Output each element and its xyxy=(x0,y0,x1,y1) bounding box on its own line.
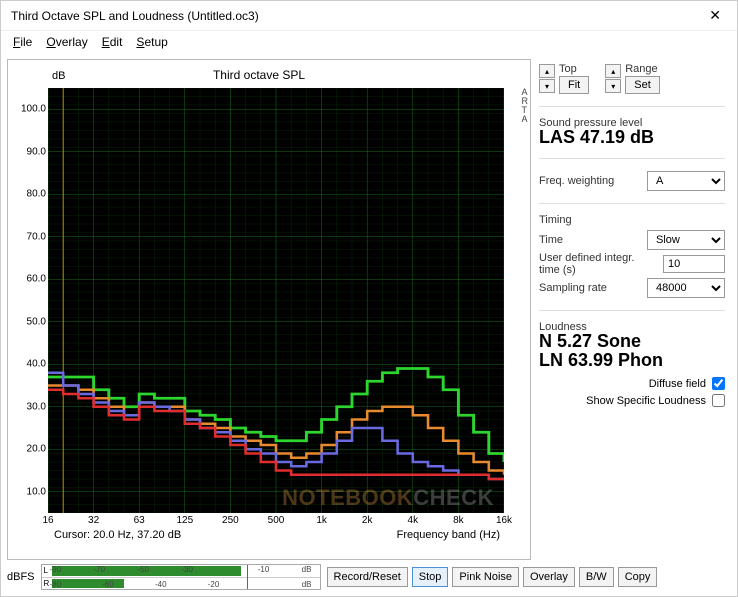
window-title: Third Octave SPL and Loudness (Untitled.… xyxy=(11,9,259,23)
menubar: File Overlay Edit Setup xyxy=(1,31,737,53)
freq-weighting-label: Freq. weighting xyxy=(539,175,614,187)
xtick: 250 xyxy=(222,515,239,526)
diffuse-checkbox[interactable] xyxy=(712,377,725,390)
loudness-n: N 5.27 Sone xyxy=(539,331,725,352)
xtick: 125 xyxy=(176,515,193,526)
top-label: Top xyxy=(559,63,589,75)
copy-button[interactable]: Copy xyxy=(618,567,658,587)
ssl-label: Show Specific Loudness xyxy=(586,395,706,407)
loudness-ln: LN 63.99 Phon xyxy=(539,350,725,371)
top-up-button[interactable]: ▴ xyxy=(539,64,555,78)
xtick: 16 xyxy=(42,515,53,526)
sampling-label: Sampling rate xyxy=(539,282,607,294)
sampling-select[interactable]: 441004800096000 xyxy=(647,278,725,298)
chart-panel: dB Third octave SPL ARTA Cursor: 20.0 Hz… xyxy=(7,59,531,560)
titlebar: Third Octave SPL and Loudness (Untitled.… xyxy=(1,1,737,31)
ytick: 100.0 xyxy=(21,104,46,115)
close-icon[interactable]: ✕ xyxy=(701,7,729,24)
xtick: 32 xyxy=(88,515,99,526)
xtick: 1k xyxy=(316,515,327,526)
chart-xlabel: Frequency band (Hz) xyxy=(397,529,500,541)
ytick: 30.0 xyxy=(27,401,46,412)
set-button[interactable]: Set xyxy=(625,76,660,94)
meter-redline xyxy=(247,565,248,589)
userint-input[interactable] xyxy=(663,255,725,273)
range-label: Range xyxy=(625,63,660,75)
menu-setup[interactable]: Setup xyxy=(130,33,173,51)
meter-r-bar xyxy=(52,579,124,589)
ytick: 90.0 xyxy=(27,146,46,157)
brand-vertical: ARTA xyxy=(522,88,529,124)
xtick: 4k xyxy=(408,515,419,526)
meter-r-label: R xyxy=(44,579,50,588)
bw-button[interactable]: B/W xyxy=(579,567,614,587)
ssl-checkbox[interactable] xyxy=(712,394,725,407)
freq-weighting-select[interactable]: ACZ xyxy=(647,171,725,191)
ytick: 10.0 xyxy=(27,486,46,497)
pinknoise-button[interactable]: Pink Noise xyxy=(452,567,519,587)
chart-area[interactable] xyxy=(48,88,504,513)
timing-section-label: Timing xyxy=(539,214,725,226)
diffuse-label: Diffuse field xyxy=(649,378,706,390)
time-label: Time xyxy=(539,234,563,246)
xtick: 8k xyxy=(453,515,464,526)
overlay-button[interactable]: Overlay xyxy=(523,567,575,587)
cursor-readout: Cursor: 20.0 Hz, 37.20 dB xyxy=(54,529,181,541)
userint-label: User defined integr. time (s) xyxy=(539,252,639,276)
sidebar: ▴ ▾ Top Fit ▴ ▾ Range Set xyxy=(531,59,731,560)
spl-value: LAS 47.19 dB xyxy=(539,127,725,148)
menu-file[interactable]: File xyxy=(7,33,38,51)
meter-l-label: L xyxy=(44,566,48,575)
fit-button[interactable]: Fit xyxy=(559,76,589,94)
bottombar: dBFS L -90-70-50-30-10dB R -80-60-40-20d… xyxy=(7,562,731,592)
ytick: 40.0 xyxy=(27,359,46,370)
range-down-button[interactable]: ▾ xyxy=(605,79,621,93)
chart-title: Third octave SPL xyxy=(8,68,510,82)
xtick: 500 xyxy=(268,515,285,526)
meter-l-bar xyxy=(52,566,241,576)
ytick: 50.0 xyxy=(27,316,46,327)
menu-edit[interactable]: Edit xyxy=(96,33,129,51)
stop-button[interactable]: Stop xyxy=(412,567,449,587)
app-window: Third Octave SPL and Loudness (Untitled.… xyxy=(0,0,738,597)
xtick: 16k xyxy=(496,515,512,526)
menu-overlay[interactable]: Overlay xyxy=(40,33,93,51)
level-meter: L -90-70-50-30-10dB R -80-60-40-20dB xyxy=(41,564,321,590)
ytick: 80.0 xyxy=(27,189,46,200)
range-up-button[interactable]: ▴ xyxy=(605,64,621,78)
ytick: 20.0 xyxy=(27,444,46,455)
xtick: 63 xyxy=(134,515,145,526)
top-down-button[interactable]: ▾ xyxy=(539,79,555,93)
dbfs-label: dBFS xyxy=(7,571,35,583)
ytick: 60.0 xyxy=(27,274,46,285)
xtick: 2k xyxy=(362,515,373,526)
record-button[interactable]: Record/Reset xyxy=(327,567,408,587)
ytick: 70.0 xyxy=(27,231,46,242)
time-select[interactable]: FastSlowImpulse xyxy=(647,230,725,250)
